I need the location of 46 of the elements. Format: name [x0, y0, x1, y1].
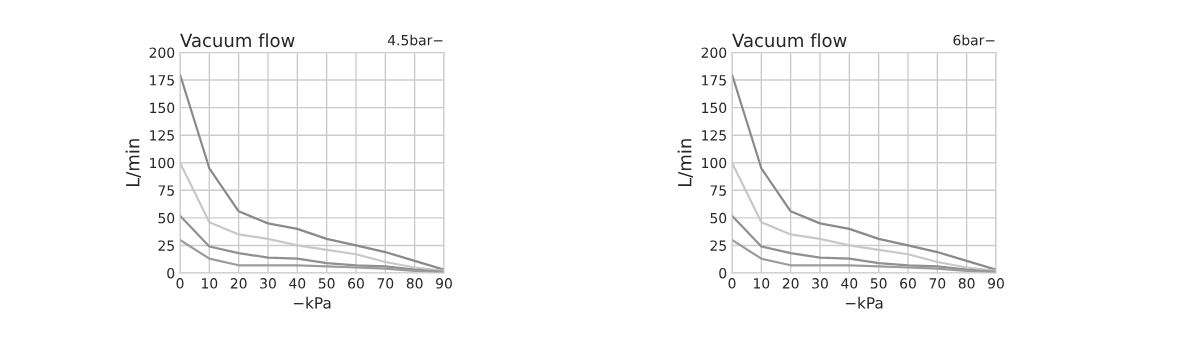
y-tick-label: 100 — [150, 157, 175, 169]
y-tick-label: 125 — [702, 130, 726, 141]
y-tick-label: 25 — [158, 240, 174, 251]
x-tick-label: 0 — [728, 278, 736, 289]
x-tick-label: 40 — [289, 278, 306, 289]
x-tick-label: 60 — [900, 278, 916, 289]
x-tick-label: 20 — [230, 278, 247, 289]
x-tick-label: 90 — [988, 278, 1004, 289]
y-tick-label: 150 — [150, 102, 175, 114]
text: 4.5bar− — [387, 34, 443, 46]
x-axis-title: −kPa — [293, 296, 331, 309]
x-tick-label: 30 — [260, 278, 276, 289]
x-tick-label: 70 — [929, 278, 946, 289]
y-tick-label: 175 — [150, 75, 174, 86]
x-tick-label: 80 — [958, 278, 975, 289]
y-tick-label: 200 — [149, 47, 175, 58]
x-axis-title: −kPa — [845, 296, 883, 309]
y-tick-label: 0 — [167, 267, 175, 279]
y-tick-label: 0 — [719, 267, 727, 279]
y-tick-label: 75 — [158, 185, 174, 196]
y-tick-label: 100 — [702, 157, 727, 169]
x-tick-label: 0 — [176, 278, 184, 289]
chart-title: Vacuum flow — [180, 33, 295, 48]
y-tick-label: 150 — [702, 102, 727, 114]
y-tick-label: 25 — [710, 240, 726, 251]
y-axis-title: L/min — [677, 139, 693, 187]
x-tick-label: 60 — [348, 278, 364, 289]
x-tick-label: 50 — [870, 278, 887, 289]
x-tick-label: 40 — [841, 278, 858, 289]
y-tick-label: 75 — [710, 185, 726, 196]
y-tick-label: 125 — [150, 130, 174, 141]
y-tick-label: 50 — [158, 212, 175, 224]
text: 6bar− — [953, 34, 995, 46]
chart-title: Vacuum flow — [732, 33, 847, 48]
x-tick-label: 20 — [782, 278, 799, 289]
y-axis-title: L/min — [125, 139, 141, 187]
y-tick-label: 175 — [702, 75, 726, 86]
x-tick-label: 70 — [377, 278, 394, 289]
x-tick-label: 80 — [406, 278, 423, 289]
x-tick-label: 30 — [812, 278, 828, 289]
y-tick-label: 200 — [701, 47, 727, 58]
x-tick-label: 50 — [318, 278, 335, 289]
x-tick-label: 10 — [754, 278, 770, 289]
y-tick-label: 50 — [710, 212, 727, 224]
x-tick-label: 10 — [202, 278, 218, 289]
x-tick-label: 90 — [436, 278, 452, 289]
